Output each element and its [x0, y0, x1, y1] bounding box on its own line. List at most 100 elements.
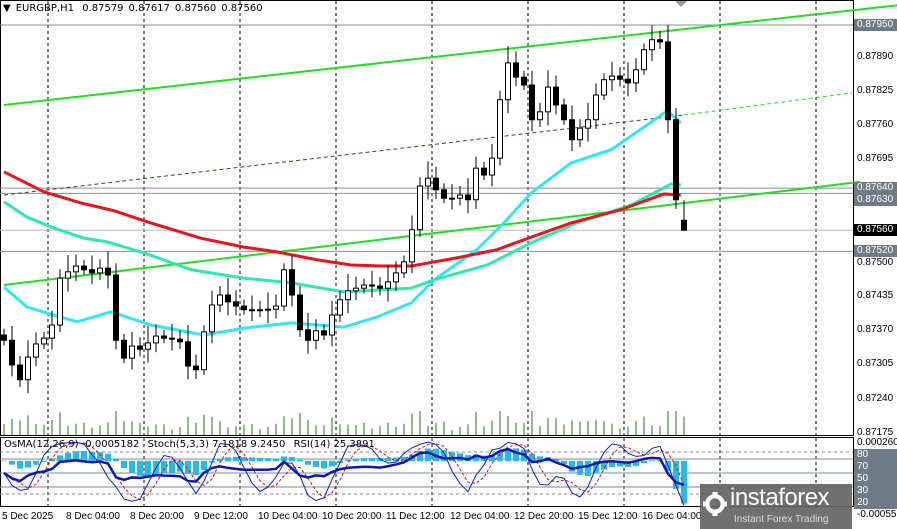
- candle-body: [601, 79, 607, 96]
- high-value: 0.87617: [128, 3, 170, 14]
- candle-body: [529, 84, 535, 121]
- candle-body: [121, 339, 127, 359]
- osma-bar: [537, 456, 543, 462]
- candle-body: [17, 364, 23, 381]
- osma-bar: [169, 460, 175, 473]
- price-axis-label: 0.87305: [857, 358, 894, 370]
- candle-body: [585, 119, 591, 129]
- osma-bar: [313, 460, 319, 467]
- price-level-tag: 0.87520: [854, 245, 897, 258]
- candle-body: [641, 49, 647, 71]
- candle-body: [305, 329, 311, 341]
- price-axis-label: 0.87890: [857, 50, 894, 62]
- osma-bar: [609, 460, 615, 468]
- osma-bar: [377, 458, 383, 462]
- candle-body: [505, 62, 511, 101]
- candle-body: [489, 157, 495, 176]
- osma-bar: [33, 460, 39, 465]
- candle-body: [185, 341, 191, 367]
- osma-bar: [425, 448, 431, 462]
- osma-bar: [57, 455, 63, 462]
- osma-bar: [401, 456, 407, 462]
- osma-bar: [161, 460, 167, 474]
- osma-bar: [529, 453, 535, 462]
- indicator-level-tag: 70: [854, 461, 897, 473]
- close-value: 0.87560: [221, 3, 263, 14]
- gear-logo-icon: [703, 492, 727, 516]
- current-price-tag: 0.87560: [854, 224, 897, 237]
- candle-body: [417, 185, 423, 231]
- candle-body: [177, 338, 183, 343]
- indicator-header: OsMA(12,26,9) -0.0005182 Stoch(5,3,3) 7.…: [4, 439, 380, 450]
- osma-bar: [121, 460, 127, 469]
- indicator-level-tag: 50: [854, 473, 897, 485]
- candle-body: [625, 78, 631, 84]
- candle-body: [457, 194, 463, 199]
- candle-body: [193, 365, 199, 371]
- stoch-label: Stoch(5,3,3) 7.1818 9.2450: [147, 439, 286, 450]
- candle-body: [393, 272, 399, 283]
- time-axis-label: 9 Dec 12:00: [194, 511, 248, 522]
- price-level-tag: 0.87640: [854, 182, 897, 195]
- trendline: [3, 4, 897, 106]
- indicator-level-tag: 20: [854, 497, 897, 509]
- stoch-main-line: [3, 441, 685, 506]
- candle-body: [473, 167, 479, 201]
- trendline: [683, 92, 853, 116]
- osma-bar: [25, 460, 31, 468]
- osma-bar: [633, 460, 639, 466]
- osma-bar: [201, 460, 207, 470]
- price-axis-label: 0.87240: [857, 392, 894, 404]
- candle-body: [265, 308, 271, 311]
- candle-body: [249, 309, 255, 312]
- candle-body: [281, 269, 287, 307]
- candle-body: [97, 267, 103, 274]
- candle-body: [217, 294, 223, 306]
- candle-body: [449, 197, 455, 200]
- time-axis-label: 12 Dec 04:00: [450, 511, 510, 522]
- osma-bar: [105, 453, 111, 462]
- candle-body: [105, 267, 111, 276]
- osma-bar: [241, 457, 247, 462]
- candle-body: [609, 75, 615, 81]
- osma-bar: [553, 459, 559, 462]
- instaforex-logo: instaforex Instant Forex Trading: [700, 484, 852, 529]
- osma-bar: [321, 460, 327, 469]
- osma-bar: [73, 451, 79, 462]
- candle-body: [425, 177, 431, 187]
- candle-body: [225, 294, 231, 303]
- time-axis-label: 12 Dec 20:00: [514, 511, 574, 522]
- indicator-frame: [0, 437, 854, 507]
- candle-body: [329, 314, 335, 336]
- candle-body: [89, 269, 95, 274]
- candle-body: [673, 119, 679, 201]
- price-axis-label: 0.87695: [857, 153, 894, 165]
- osma-bar: [9, 460, 15, 465]
- logo-name: instaforex: [730, 484, 830, 511]
- osma-bar: [561, 460, 567, 465]
- candle-body: [681, 219, 687, 231]
- candle-body: [169, 337, 175, 340]
- osma-bar: [81, 450, 87, 462]
- candle-body: [145, 342, 151, 350]
- osma-bar: [233, 456, 239, 462]
- time-axis-label: 16 Dec 04:00: [642, 511, 702, 522]
- candle-body: [129, 345, 135, 359]
- candle-body: [201, 331, 207, 371]
- candle-body: [385, 281, 391, 289]
- symbol-menu-icon[interactable]: ▼: [3, 3, 11, 14]
- candle-body: [9, 339, 15, 366]
- osma-bar: [329, 460, 335, 467]
- osma-bar: [65, 452, 71, 462]
- candle-body: [313, 330, 319, 341]
- osma-bar: [441, 450, 447, 462]
- osma-bar: [641, 460, 647, 464]
- time-axis-label: 15 Dec 12:00: [578, 511, 638, 522]
- candle-body: [521, 76, 527, 86]
- candle-body: [537, 111, 543, 121]
- osma-bar: [345, 459, 351, 462]
- osma-bar: [49, 459, 55, 462]
- candle-body: [41, 337, 47, 345]
- candle-body: [441, 189, 447, 199]
